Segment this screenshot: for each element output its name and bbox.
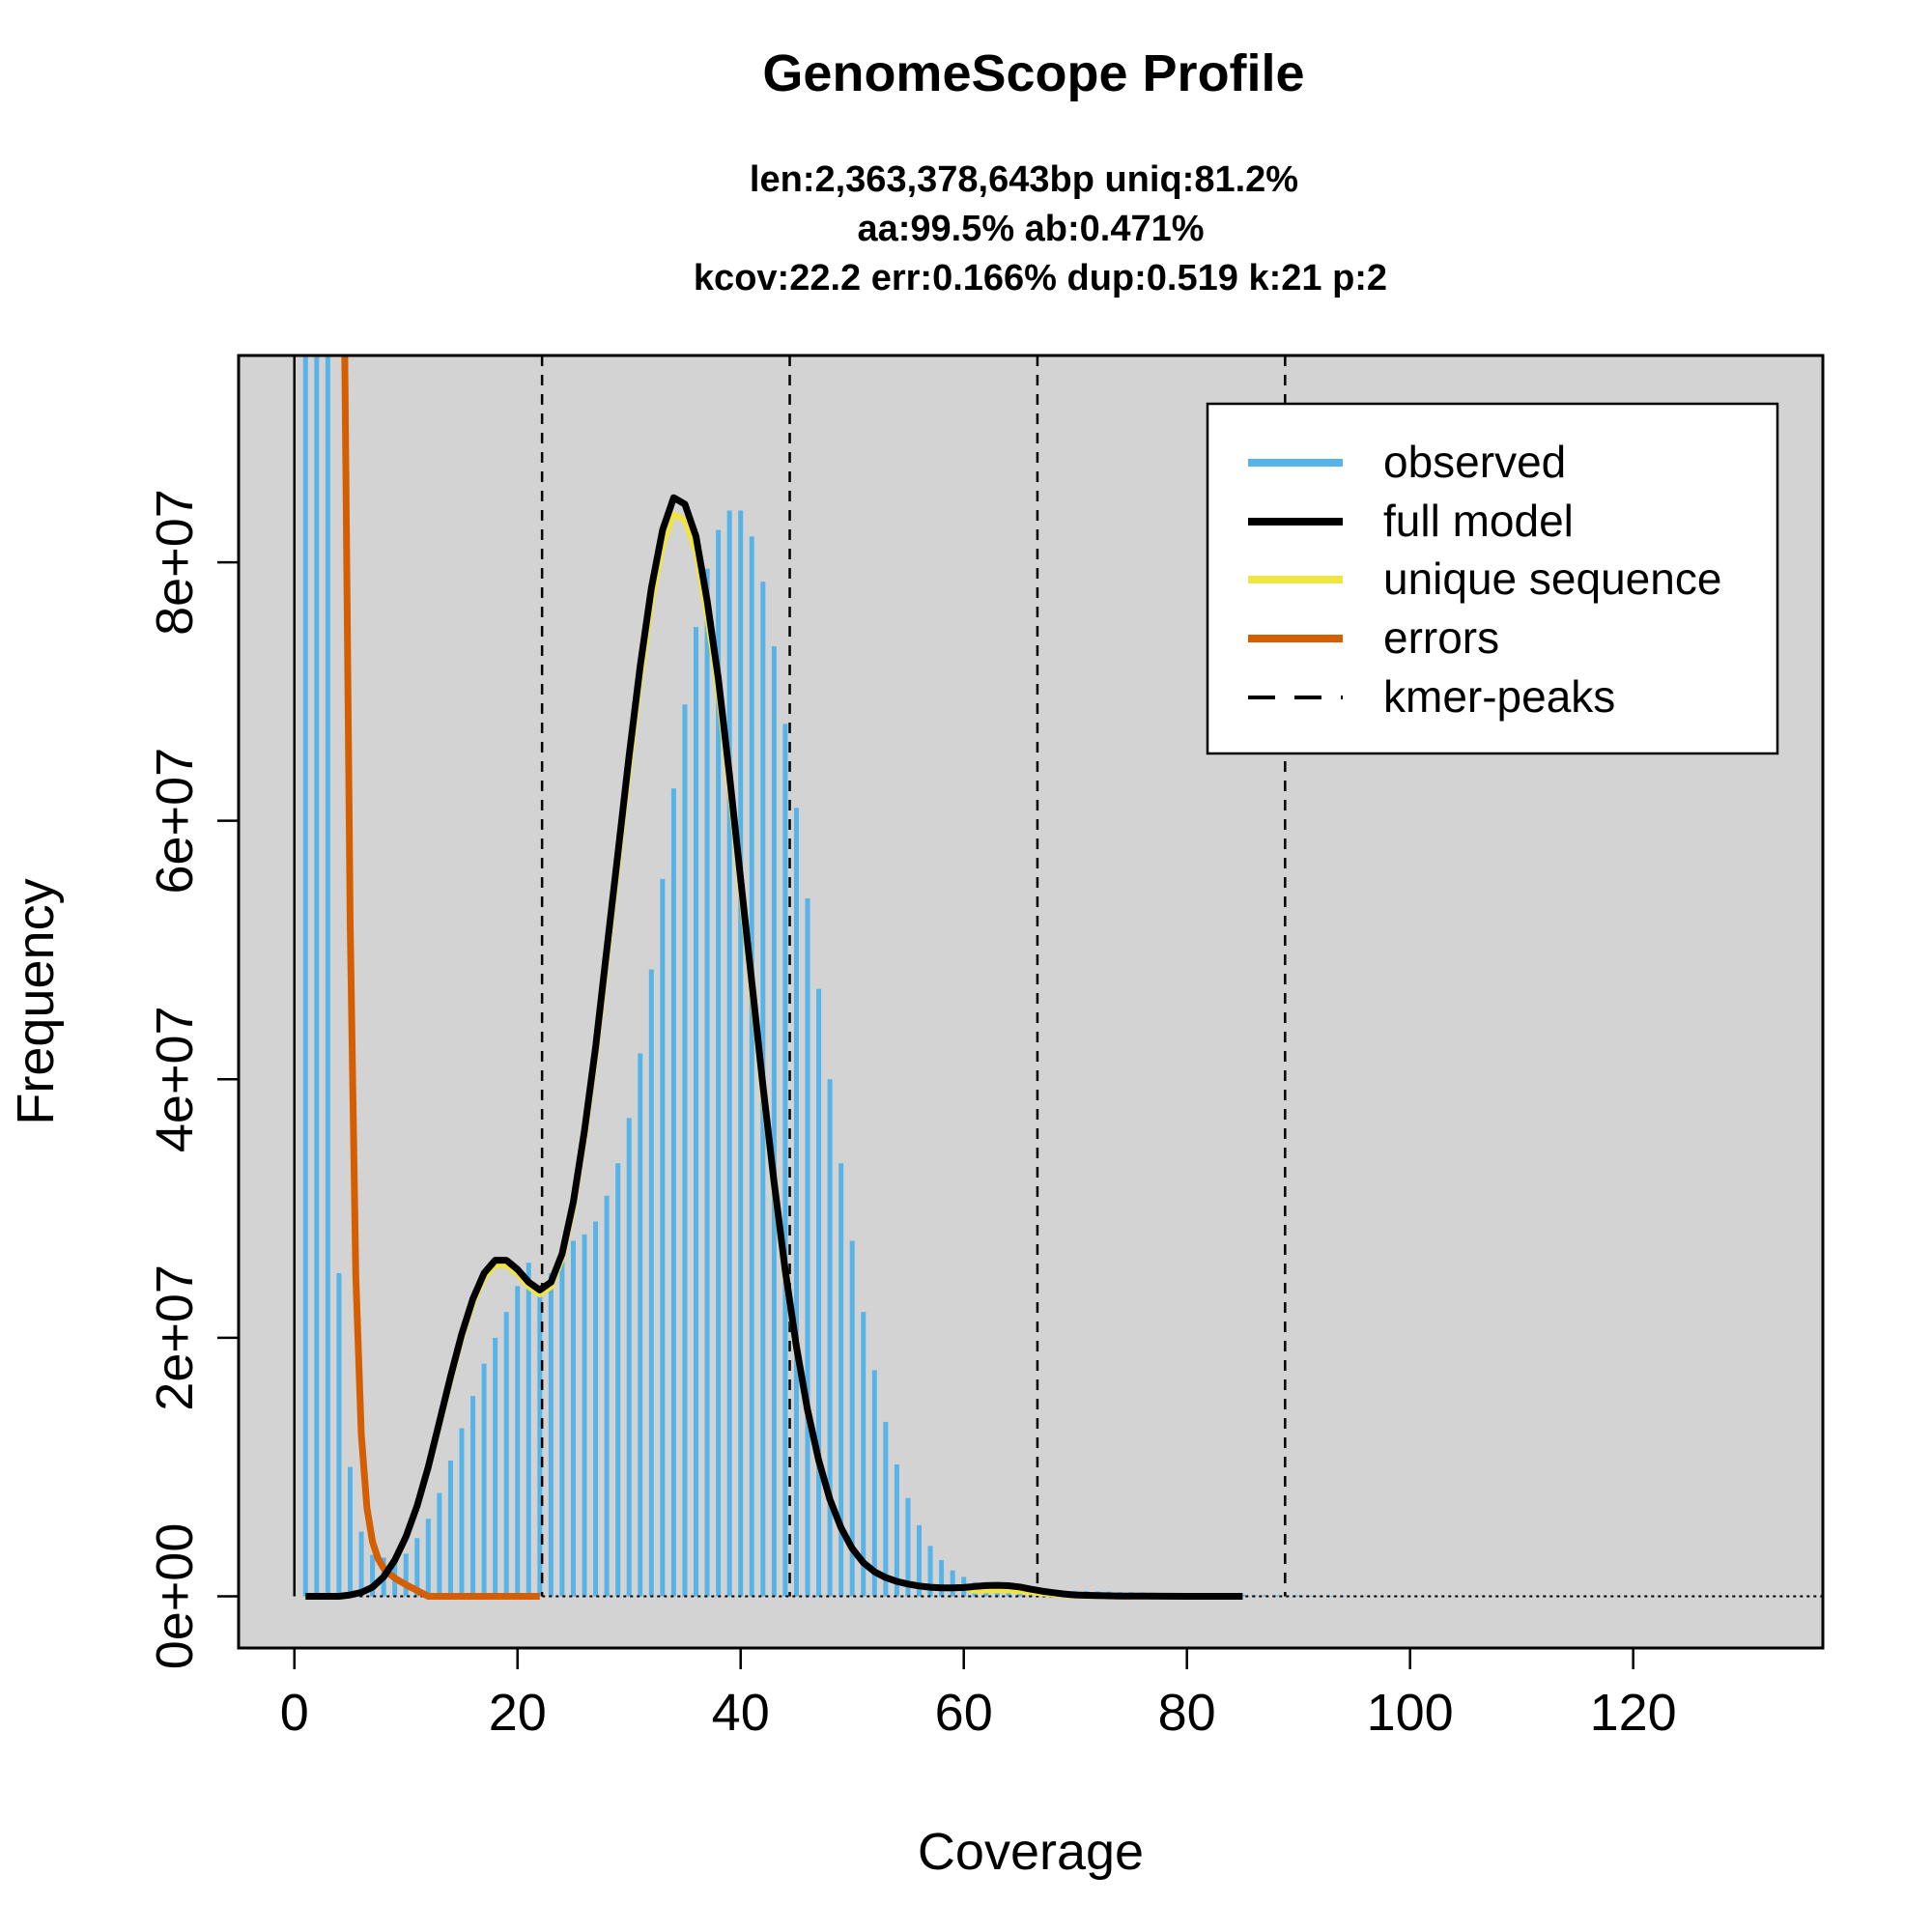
y-tick-label: 4e+07 <box>146 1006 204 1152</box>
y-tick-label: 0e+00 <box>146 1523 204 1670</box>
chart-subtitle-line-2: aa:99.5% ab:0.471% <box>857 209 1204 249</box>
legend-label-kmer-peaks: kmer-peaks <box>1383 671 1615 722</box>
chart-subtitle-line-1: len:2,363,378,643bp uniq:81.2% <box>750 159 1298 200</box>
x-tick-label: 20 <box>489 1684 547 1742</box>
full-model-curve <box>305 494 1243 1600</box>
y-tick-label: 8e+07 <box>146 489 204 636</box>
y-tick-label: 2e+07 <box>146 1264 204 1411</box>
x-tick-label: 120 <box>1590 1684 1677 1742</box>
x-axis: 0 20 40 60 80 100 120 <box>280 1646 1677 1742</box>
legend-label-errors: errors <box>1383 612 1499 663</box>
x-tick-label: 80 <box>1158 1684 1216 1742</box>
y-axis-label: Frequency <box>7 878 65 1124</box>
y-tick-label: 6e+07 <box>146 748 204 895</box>
legend: observed full model unique sequence erro… <box>1206 402 1779 755</box>
x-tick-label: 100 <box>1367 1684 1454 1742</box>
x-axis-label: Coverage <box>918 1823 1144 1881</box>
plot-layer <box>293 355 1823 1600</box>
legend-label-full-model: full model <box>1383 496 1574 546</box>
errors-curve <box>341 355 540 1600</box>
legend-label-observed: observed <box>1383 437 1566 487</box>
x-tick-label: 0 <box>280 1684 309 1742</box>
y-axis: 0e+00 2e+07 4e+07 6e+07 8e+07 <box>146 489 241 1670</box>
chart-title: GenomeScope Profile <box>762 44 1304 102</box>
x-tick-label: 40 <box>712 1684 770 1742</box>
legend-label-unique-sequence: unique sequence <box>1383 554 1721 604</box>
x-tick-label: 60 <box>935 1684 993 1742</box>
chart-subtitle-line-3: kcov:22.2 err:0.166% dup:0.519 k:21 p:2 <box>694 258 1387 298</box>
